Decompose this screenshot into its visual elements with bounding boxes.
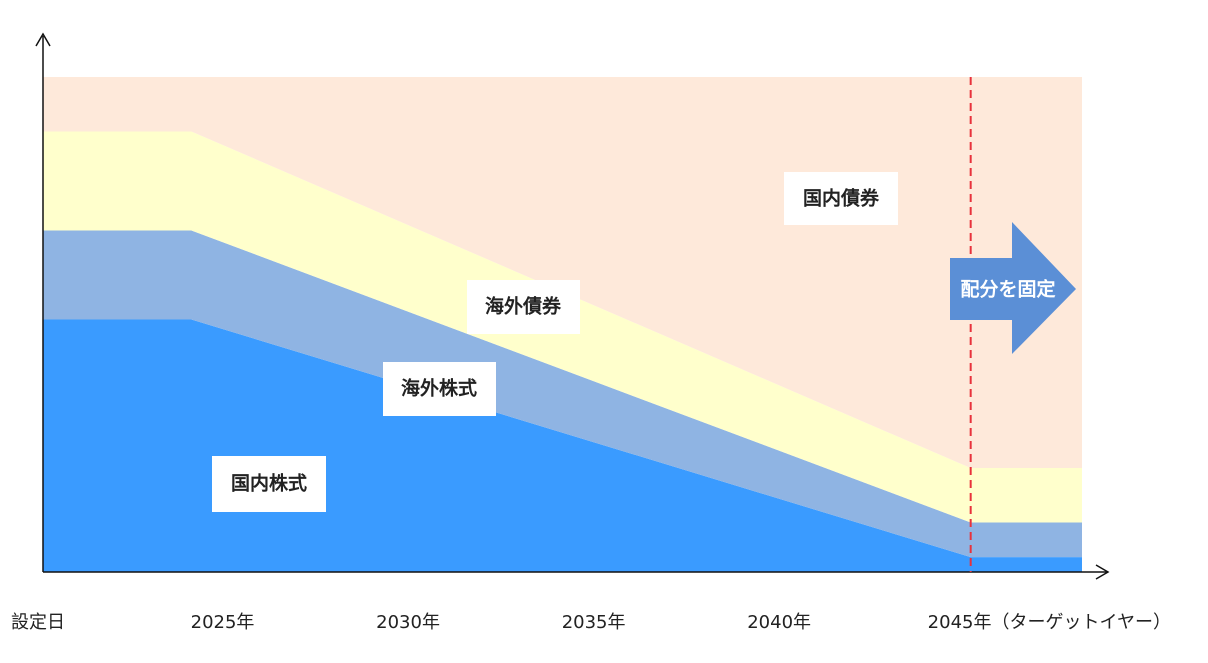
series-label: 国内株式 — [231, 472, 307, 495]
x-tick-label: 2025年 — [191, 612, 255, 633]
arrow-label: 配分を固定 — [960, 278, 1055, 301]
x-tick-label: 2035年 — [562, 612, 626, 633]
label-box — [383, 362, 496, 416]
label-box — [467, 280, 580, 334]
fixed-arrow — [950, 222, 1076, 354]
area — [43, 230, 1082, 558]
series-label: 海外債券 — [485, 295, 562, 318]
x-tick-label: 2040年 — [747, 612, 811, 633]
label-box — [784, 172, 898, 225]
y-axis-arrow — [35, 32, 51, 47]
series-label: 国内債券 — [803, 187, 880, 210]
x-axis-arrow — [1095, 564, 1110, 580]
x-tick-label: 設定日 — [11, 612, 65, 633]
x-tick-label: 2030年 — [376, 612, 440, 633]
x-tick-label: 2045年（ターゲットイヤー） — [928, 612, 1171, 633]
overlay: 配分を固定 国内債券 海外債券 海外株式 国内株式 設定日 2025年 2030年 2… — [11, 32, 1171, 633]
series-label: 海外株式 — [401, 377, 477, 400]
label-box — [212, 456, 326, 512]
